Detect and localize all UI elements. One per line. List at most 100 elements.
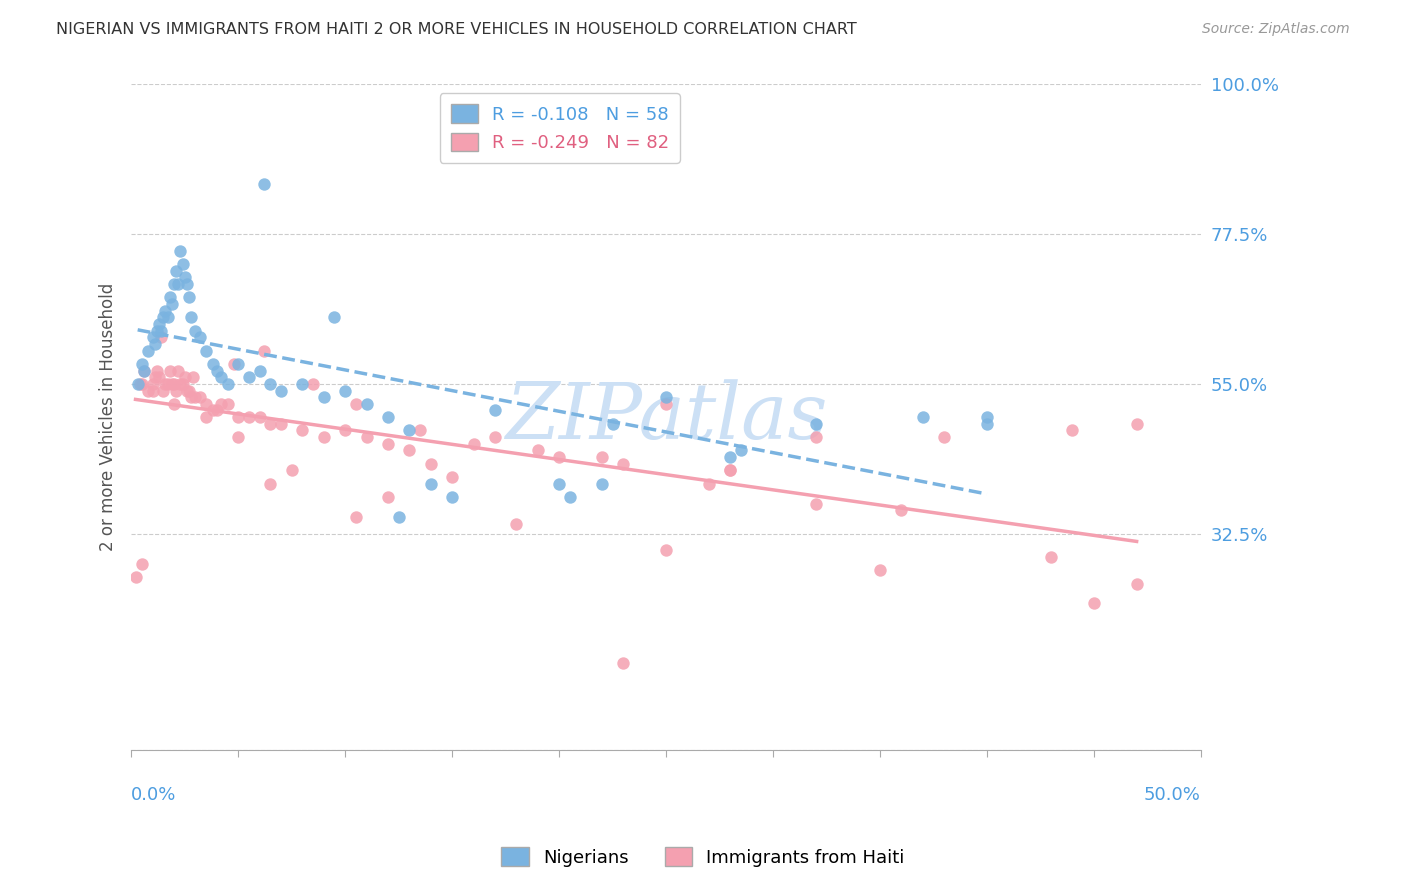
Text: 0.0%: 0.0% — [131, 787, 177, 805]
Point — [132, 363, 155, 377]
Point — [163, 277, 186, 291]
Point — [558, 490, 581, 504]
Point — [804, 417, 827, 431]
Point — [160, 297, 183, 311]
Point — [127, 376, 149, 391]
Point — [184, 324, 207, 338]
Point — [156, 310, 179, 325]
Point — [976, 417, 998, 431]
Point — [259, 376, 281, 391]
Point — [177, 384, 200, 398]
Point — [249, 410, 271, 425]
Point — [184, 390, 207, 404]
Point — [1083, 597, 1105, 611]
Point — [911, 410, 934, 425]
Point — [131, 557, 153, 571]
Point — [591, 476, 613, 491]
Point — [1125, 417, 1147, 431]
Point — [602, 417, 624, 431]
Point — [1040, 549, 1063, 564]
Point — [181, 370, 204, 384]
Point — [270, 417, 292, 431]
Point — [155, 376, 177, 391]
Point — [172, 376, 194, 391]
Point — [344, 510, 367, 524]
Legend: R = -0.108   N = 58, R = -0.249   N = 82: R = -0.108 N = 58, R = -0.249 N = 82 — [440, 94, 681, 163]
Point — [548, 476, 571, 491]
Point — [655, 543, 678, 558]
Point — [160, 376, 183, 391]
Point — [188, 390, 211, 404]
Point — [217, 397, 239, 411]
Point — [238, 370, 260, 384]
Point — [526, 443, 548, 458]
Point — [253, 178, 276, 192]
Point — [655, 390, 678, 404]
Point — [398, 424, 420, 438]
Point — [441, 490, 464, 504]
Point — [730, 443, 752, 458]
Point — [173, 270, 195, 285]
Point — [142, 330, 165, 344]
Text: NIGERIAN VS IMMIGRANTS FROM HAITI 2 OR MORE VEHICLES IN HOUSEHOLD CORRELATION CH: NIGERIAN VS IMMIGRANTS FROM HAITI 2 OR M… — [56, 22, 858, 37]
Point — [138, 343, 160, 358]
Point — [201, 357, 224, 371]
Point — [155, 303, 177, 318]
Point — [612, 657, 634, 671]
Point — [143, 370, 166, 384]
Point — [142, 376, 165, 391]
Point — [180, 310, 202, 325]
Point — [195, 397, 218, 411]
Point — [377, 490, 399, 504]
Point — [718, 450, 741, 464]
Point — [188, 330, 211, 344]
Point — [226, 357, 249, 371]
Point — [148, 370, 170, 384]
Point — [333, 384, 356, 398]
Point — [253, 343, 276, 358]
Point — [138, 384, 160, 398]
Point — [291, 376, 314, 391]
Point — [697, 476, 720, 491]
Point — [201, 403, 224, 417]
Point — [932, 430, 955, 444]
Text: 50.0%: 50.0% — [1144, 787, 1201, 805]
Point — [655, 397, 678, 411]
Point — [1125, 576, 1147, 591]
Point — [302, 376, 325, 391]
Point — [249, 363, 271, 377]
Point — [217, 376, 239, 391]
Point — [146, 324, 169, 338]
Point — [409, 424, 432, 438]
Point — [270, 384, 292, 398]
Point — [484, 403, 506, 417]
Point — [163, 376, 186, 391]
Point — [804, 497, 827, 511]
Point — [131, 357, 153, 371]
Point — [344, 397, 367, 411]
Point — [148, 317, 170, 331]
Point — [165, 264, 187, 278]
Point — [612, 457, 634, 471]
Point — [205, 363, 228, 377]
Point — [869, 563, 891, 577]
Point — [377, 410, 399, 425]
Point — [226, 430, 249, 444]
Point — [176, 277, 198, 291]
Point — [419, 476, 441, 491]
Point — [142, 384, 165, 398]
Point — [150, 324, 173, 338]
Point — [152, 384, 174, 398]
Point — [591, 450, 613, 464]
Point — [159, 363, 181, 377]
Point — [169, 376, 191, 391]
Point — [312, 430, 335, 444]
Point — [176, 384, 198, 398]
Y-axis label: 2 or more Vehicles in Household: 2 or more Vehicles in Household — [100, 283, 117, 551]
Point — [209, 370, 232, 384]
Point — [163, 397, 186, 411]
Point — [804, 430, 827, 444]
Point — [484, 430, 506, 444]
Point — [165, 384, 187, 398]
Point — [356, 430, 378, 444]
